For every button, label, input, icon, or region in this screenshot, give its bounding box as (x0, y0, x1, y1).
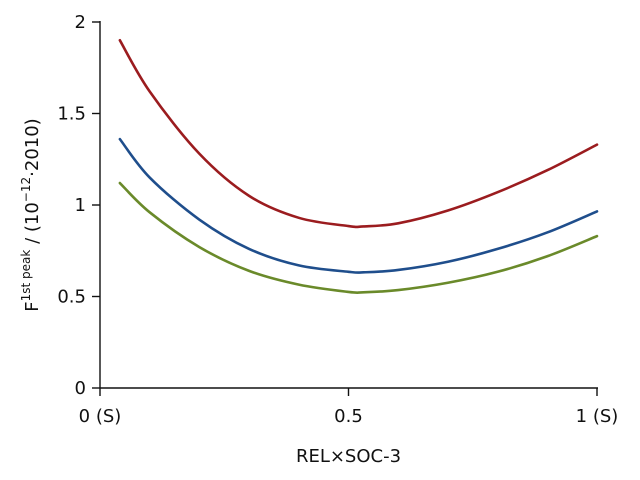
y-axis-label-base: F (22, 301, 43, 311)
series-lines (118, 39, 599, 295)
y-tick-label: 2 (75, 12, 86, 33)
x-tick-label: 0.5 (334, 406, 363, 427)
y-axis-label-exponent: −12 (19, 177, 33, 202)
y-tick-label: 0.5 (57, 287, 86, 308)
y-axis-label-suffix: ·2010) (22, 118, 43, 177)
x-axis-label: REL×SOC-3 (296, 446, 401, 467)
y-tick-label: 1.5 (57, 104, 86, 125)
series-line-1 (118, 39, 599, 229)
y-axis-label-middle: / (10 (22, 202, 43, 249)
y-axis-label: F1st peak / (10−12·2010) (19, 118, 43, 311)
x-tick-label: 1 (S) (576, 406, 619, 427)
series-line-3 (118, 181, 599, 295)
y-ticks: 0 0.5 1 1.5 2 (57, 12, 100, 399)
y-axis-label-superscript: 1st peak (19, 250, 33, 302)
x-ticks: 0 (S) 0.5 1 (S) (79, 388, 619, 427)
y-tick-label: 0 (75, 378, 86, 399)
series-line-2 (118, 137, 599, 274)
x-tick-label: 0 (S) (79, 406, 122, 427)
axes (99, 21, 598, 389)
y-tick-label: 1 (75, 195, 86, 216)
